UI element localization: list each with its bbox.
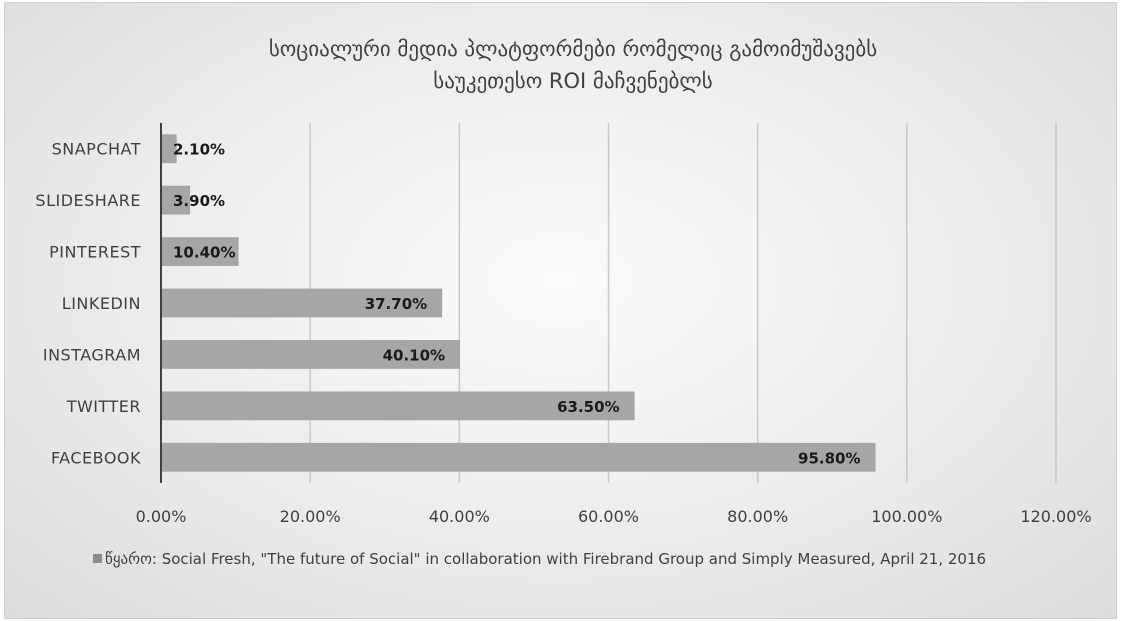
x-tick-label: 0.00% xyxy=(136,507,187,526)
category-label: INSTAGRAM xyxy=(43,345,141,364)
chart-title-line-2: საუკეთესო ROI მაჩვენებლს xyxy=(433,69,712,93)
category-label: LINKEDIN xyxy=(62,294,141,313)
gridlines xyxy=(309,123,1057,483)
legend-source-text: წყარო: Social Fresh, "The future of Soci… xyxy=(105,550,987,568)
bars xyxy=(161,134,876,472)
bar-twitter xyxy=(161,391,635,421)
x-tick-label: 60.00% xyxy=(578,507,639,526)
data-label: 37.70% xyxy=(365,295,427,313)
category-label: FACEBOOK xyxy=(51,448,141,467)
bar-facebook xyxy=(161,442,876,472)
chart-title-line-1: სოციალური მედია პლატფორმები რომელიც გამო… xyxy=(269,37,877,61)
data-label: 63.50% xyxy=(557,398,619,416)
chart-area: სოციალური მედია პლატფორმები რომელიც გამო… xyxy=(4,2,1117,619)
x-tick-label: 40.00% xyxy=(429,507,490,526)
data-label: 3.90% xyxy=(173,192,225,210)
bar-instagram xyxy=(161,340,461,369)
data-label: 10.40% xyxy=(173,244,235,262)
x-tick-label: 80.00% xyxy=(727,507,788,526)
legend: წყარო: Social Fresh, "The future of Soci… xyxy=(93,548,1093,571)
category-axis-labels: SNAPCHAT SLIDESHARE PINTEREST LINKEDIN INSTA… xyxy=(35,140,141,468)
data-label: 95.80% xyxy=(798,449,860,467)
bar-snapchat xyxy=(161,134,177,164)
category-label: TWITTER xyxy=(66,397,141,416)
bar-chart: სოციალური მედია პლატფორმები რომელიც გამო… xyxy=(35,37,1092,526)
bar-linkedin xyxy=(161,288,443,318)
x-tick-label: 20.00% xyxy=(280,507,341,526)
bar-pinterest xyxy=(161,237,239,266)
category-label: SLIDESHARE xyxy=(35,191,141,210)
category-label: SNAPCHAT xyxy=(52,140,141,159)
data-label: 2.10% xyxy=(173,141,225,159)
x-tick-label: 100.00% xyxy=(871,507,942,526)
category-label: PINTEREST xyxy=(49,243,141,262)
data-labels: 2.10% 3.90% 10.40% 37.70% 40.10% 63.50% 95.80% xyxy=(173,141,861,468)
x-tick-label: 120.00% xyxy=(1020,507,1091,526)
data-label: 40.10% xyxy=(383,346,445,364)
value-axis-tick-labels: 0.00% 20.00% 40.00% 60.00% 80.00% 100.00% 120.… xyxy=(136,507,1092,526)
bar-slideshare xyxy=(161,185,191,215)
legend-swatch xyxy=(93,554,102,563)
